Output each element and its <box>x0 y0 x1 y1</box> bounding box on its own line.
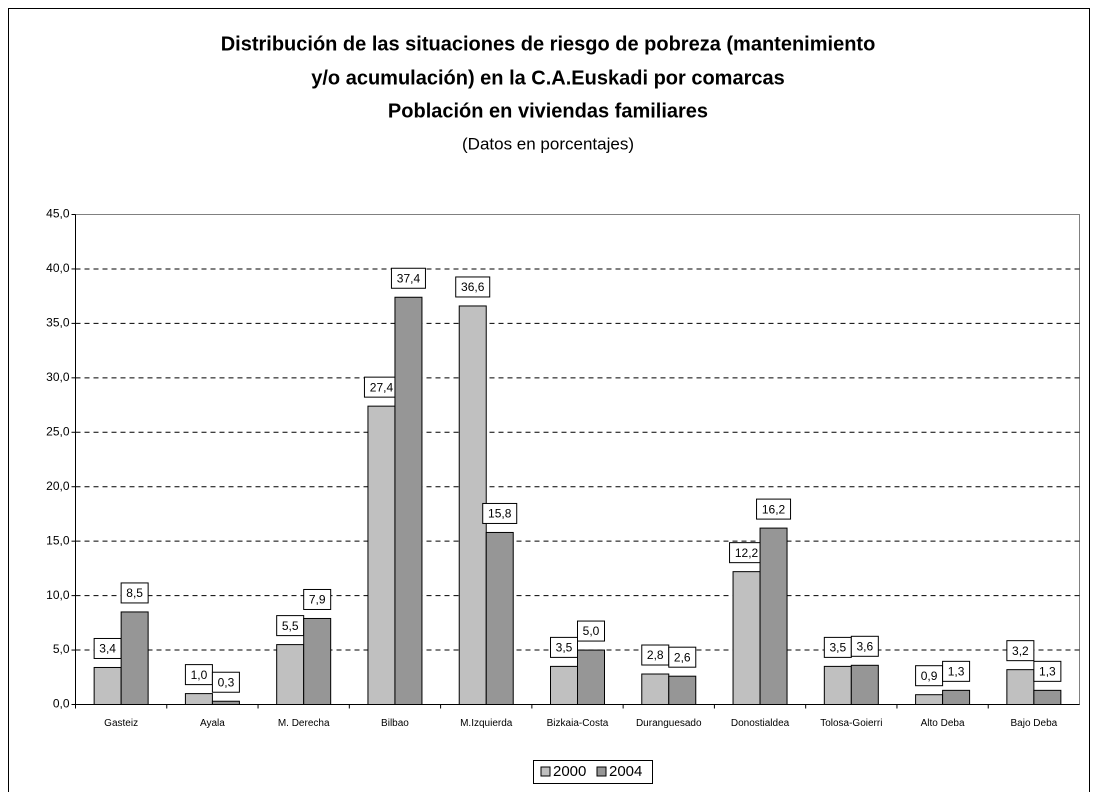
value-label: 1,3 <box>1039 665 1056 679</box>
legend-label: 2004 <box>609 763 642 780</box>
legend-swatch <box>540 766 551 777</box>
y-tick-label: 30,0 <box>46 370 70 384</box>
bar <box>458 305 487 705</box>
value-label-box <box>120 582 149 604</box>
bar <box>184 693 213 705</box>
chart-title: Distribución de las situaciones de riesg… <box>221 33 876 55</box>
value-label-box <box>1033 660 1062 682</box>
value-label: 0,3 <box>218 675 235 689</box>
value-label: 3,5 <box>829 641 846 655</box>
value-label: 15,8 <box>488 507 512 521</box>
value-label-box <box>756 498 792 520</box>
y-tick-label: 35,0 <box>46 316 70 330</box>
value-label: 3,5 <box>556 641 573 655</box>
value-label-box <box>390 267 426 289</box>
bar <box>1006 669 1035 706</box>
chart-subtitle: Población en viviendas familiares <box>388 100 708 122</box>
x-tick-label: Bilbao <box>381 718 409 729</box>
bar <box>732 571 761 706</box>
value-label: 27,4 <box>370 380 394 394</box>
value-label: 2,8 <box>647 648 664 662</box>
value-label: 36,6 <box>461 280 485 294</box>
value-label-box <box>1006 640 1035 662</box>
value-label-box <box>455 276 491 298</box>
value-label: 3,4 <box>99 642 116 656</box>
x-tick-label: Gasteiz <box>104 718 138 729</box>
value-label: 3,6 <box>856 639 873 653</box>
bar <box>1033 689 1062 705</box>
y-tick-label: 0,0 <box>53 697 70 711</box>
legend-swatch <box>596 766 607 777</box>
value-label: 0,9 <box>921 669 938 683</box>
x-tick-label: M.Izquierda <box>460 718 513 729</box>
bar <box>211 700 240 706</box>
y-tick-label: 25,0 <box>46 424 70 438</box>
chart-note: (Datos en porcentajes) <box>462 134 634 153</box>
bar <box>93 666 122 706</box>
bar <box>850 664 879 705</box>
value-label: 1,3 <box>948 665 965 679</box>
bar <box>942 689 971 705</box>
value-label: 7,9 <box>309 593 326 607</box>
value-label: 3,2 <box>1012 644 1029 658</box>
value-label: 5,5 <box>282 619 299 633</box>
value-label-box <box>211 671 240 693</box>
y-tick-label: 20,0 <box>46 479 70 493</box>
value-label: 5,0 <box>583 624 600 638</box>
bar <box>915 694 944 706</box>
legend-label: 2000 <box>553 763 586 780</box>
value-label-box <box>850 635 879 657</box>
bar <box>367 405 396 705</box>
value-label: 2,6 <box>674 650 691 664</box>
value-label-box <box>668 646 697 668</box>
value-label-box <box>482 502 518 524</box>
y-tick-label: 10,0 <box>46 588 70 602</box>
bar <box>550 665 578 706</box>
value-label: 37,4 <box>397 271 421 285</box>
x-tick-label: Ayala <box>200 718 225 729</box>
value-label: 16,2 <box>762 502 786 516</box>
x-tick-label: Bajo Deba <box>1011 718 1058 729</box>
value-label: 1,0 <box>191 668 208 682</box>
x-tick-label: Alto Deba <box>921 718 965 729</box>
value-label-box <box>942 660 971 682</box>
value-label-box <box>550 636 578 658</box>
y-tick-label: 15,0 <box>46 533 70 547</box>
y-tick-label: 40,0 <box>46 261 70 275</box>
value-label-box <box>303 588 332 610</box>
value-label: 8,5 <box>126 586 143 600</box>
x-tick-label: Duranguesado <box>636 718 702 729</box>
y-tick-label: 5,0 <box>53 642 70 656</box>
bar <box>303 617 332 706</box>
x-tick-label: M. Derecha <box>278 718 330 729</box>
bar <box>276 644 305 705</box>
chart-title: y/o acumulación) en la C.A.Euskadi por c… <box>311 67 785 89</box>
bar <box>394 296 423 705</box>
bar <box>577 649 605 705</box>
value-label: 12,2 <box>735 546 759 560</box>
bar <box>485 531 514 706</box>
value-label-box <box>577 620 605 642</box>
bar <box>641 673 670 705</box>
y-tick-label: 45,0 <box>46 207 70 221</box>
bar <box>759 527 788 705</box>
bar <box>823 665 852 706</box>
legend-box <box>533 760 653 784</box>
x-tick-label: Bizkaia-Costa <box>547 718 609 729</box>
x-tick-label: Donostialdea <box>731 718 790 729</box>
x-tick-label: Tolosa-Goierri <box>820 718 882 729</box>
bar <box>668 675 697 706</box>
bar <box>120 611 149 706</box>
